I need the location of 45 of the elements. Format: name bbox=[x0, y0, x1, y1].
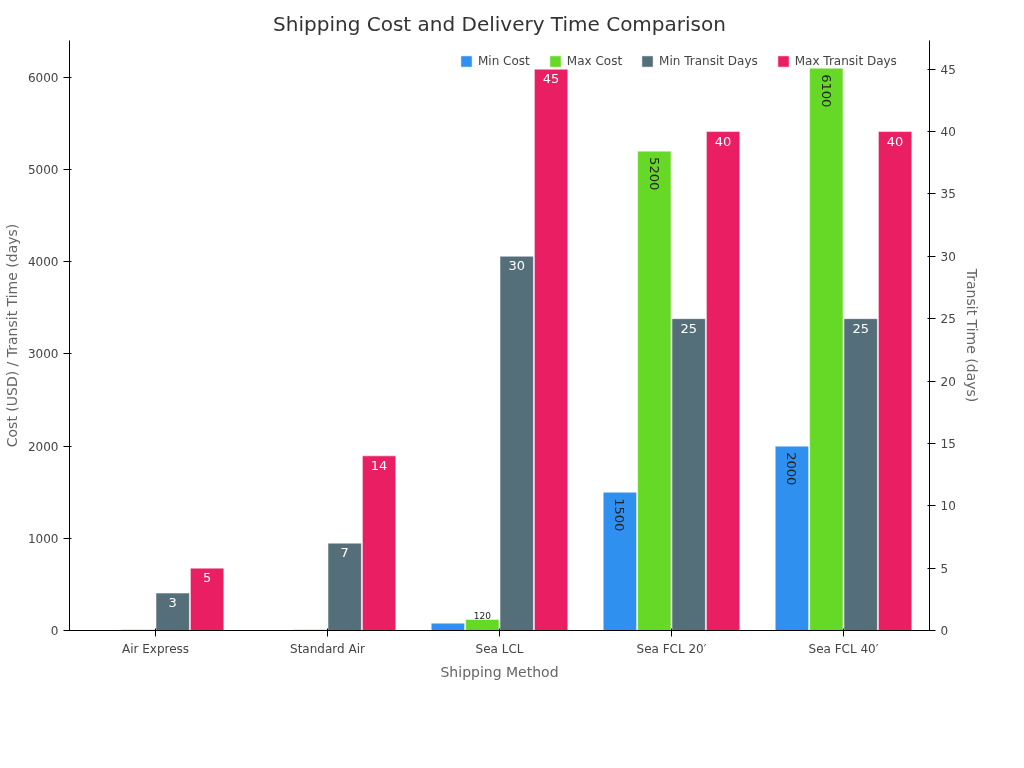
x-tick-label: Sea LCL bbox=[475, 641, 524, 656]
y-tick-label: 6000 bbox=[27, 70, 59, 85]
legend-label: Max Transit Days bbox=[794, 54, 897, 68]
y2-tick-label: 35 bbox=[940, 187, 956, 202]
data-label: 1500 bbox=[612, 498, 628, 532]
x-tick-label: Sea FCL 20′ bbox=[636, 641, 707, 656]
data-label: 6100 bbox=[818, 74, 834, 108]
y2-tick-label: 5 bbox=[940, 561, 949, 576]
data-label: 25 bbox=[680, 320, 697, 336]
y2-tick-label: 10 bbox=[940, 499, 956, 514]
data-label: 14 bbox=[370, 457, 388, 473]
y-tick-label: 2000 bbox=[27, 439, 59, 454]
y2-tick-label: 30 bbox=[940, 249, 956, 264]
y2-tick-label: 20 bbox=[940, 374, 956, 389]
y-tick-label: 4000 bbox=[27, 255, 59, 270]
legend-label: Min Transit Days bbox=[659, 54, 758, 68]
data-label: 30 bbox=[508, 258, 525, 274]
y-tick-label: 3000 bbox=[27, 347, 59, 362]
y-axis-title: Cost (USD) / Transit Time (days) bbox=[3, 223, 20, 448]
y-tick-label: 5000 bbox=[27, 163, 59, 178]
x-tick-label: Standard Air bbox=[290, 641, 366, 656]
data-label: 5200 bbox=[646, 157, 662, 191]
y2-tick-label: 15 bbox=[940, 436, 956, 451]
data-label: 5 bbox=[202, 570, 212, 586]
data-label: 40 bbox=[714, 133, 732, 149]
y2-axis-title: Transit Time (days) bbox=[963, 267, 980, 403]
legend-label: Min Cost bbox=[478, 54, 530, 68]
data-label: 40 bbox=[886, 133, 904, 149]
y-tick-label: 0 bbox=[50, 624, 59, 638]
data-label: 2000 bbox=[784, 452, 800, 486]
x-tick-label: Sea FCL 40′ bbox=[808, 641, 879, 656]
data-label: 25 bbox=[852, 320, 869, 336]
y2-tick-label: 25 bbox=[940, 312, 956, 327]
y2-tick-label: 40 bbox=[940, 125, 956, 140]
data-label: 120 bbox=[473, 611, 492, 622]
x-tick-label: Air Express bbox=[121, 641, 190, 656]
x-axis-title: Shipping Method bbox=[440, 663, 559, 680]
data-label: 7 bbox=[340, 545, 349, 561]
y-tick-label: 1000 bbox=[27, 531, 59, 546]
chart-title: Shipping Cost and Delivery Time Comparison bbox=[273, 11, 726, 36]
y2-tick-label: 0 bbox=[940, 624, 949, 638]
y2-tick-label: 45 bbox=[940, 62, 956, 77]
legend-label: Max Cost bbox=[566, 54, 623, 68]
data-label: 3 bbox=[168, 595, 177, 611]
data-label: 45 bbox=[542, 71, 560, 87]
